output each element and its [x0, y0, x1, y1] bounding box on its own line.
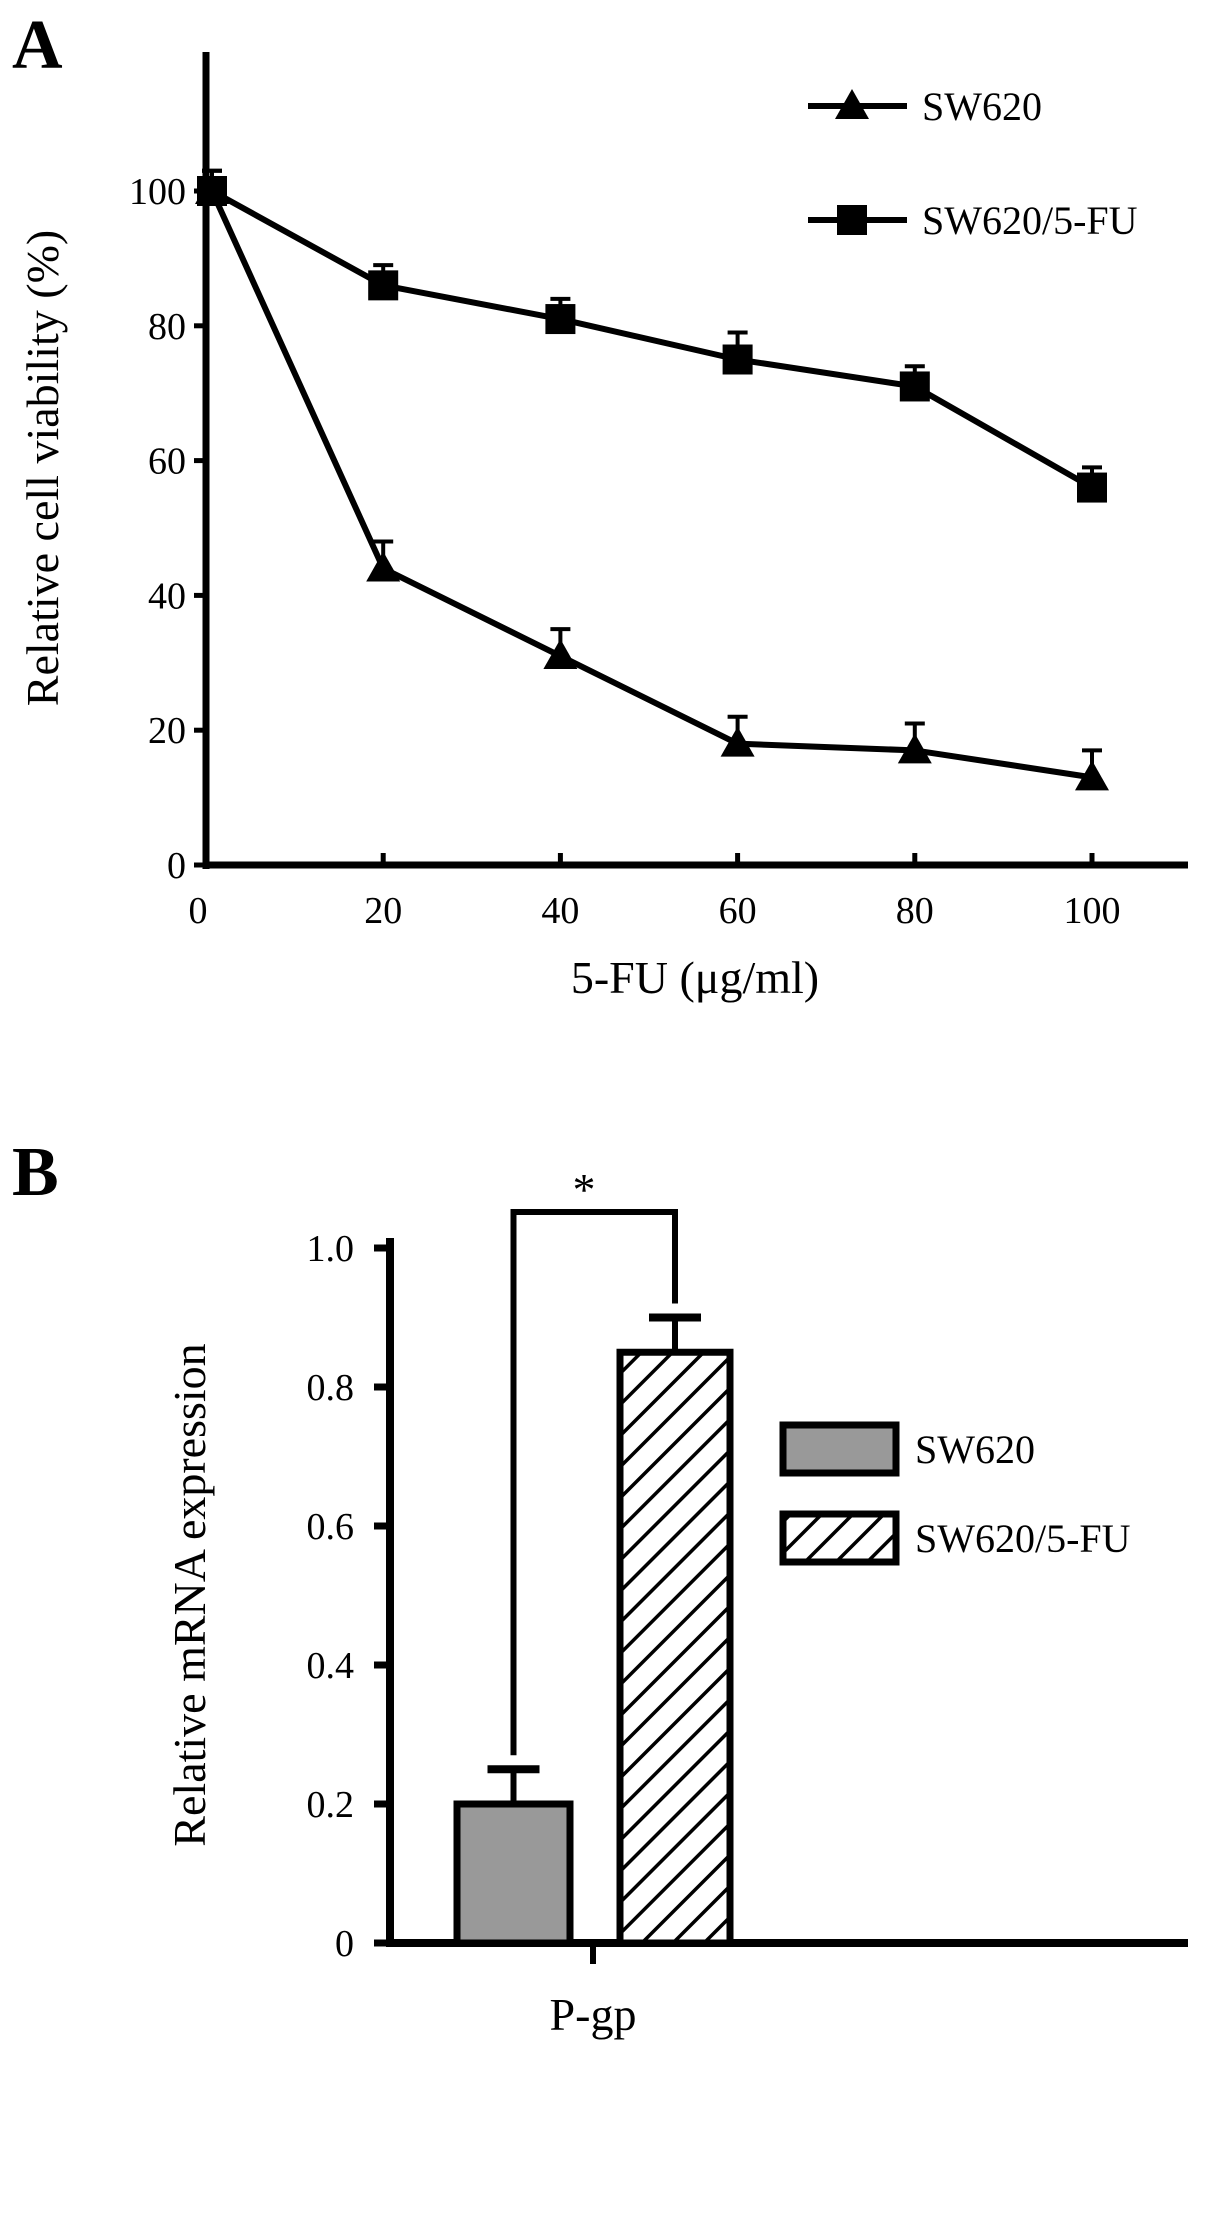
chart-a-viability: A Relative cell viability (%) 5-FU (μg/m… — [12, 7, 1188, 1003]
data-point — [1077, 472, 1107, 503]
y-axis-label-b: Relative mRNA expression — [164, 1343, 215, 1846]
legend-marker — [837, 205, 867, 235]
data-point — [543, 639, 578, 670]
panel-label-b: B — [12, 1134, 59, 1211]
data-point — [545, 304, 576, 335]
y-tick-label: 80 — [148, 306, 186, 348]
x-tick-label: 20 — [364, 890, 402, 932]
bar-sw620 — [453, 1800, 574, 1947]
x-tick-label: 100 — [1064, 890, 1121, 932]
y-tick-label: 0.4 — [307, 1645, 355, 1687]
x-tick-label: 60 — [719, 890, 757, 932]
legend-marker — [835, 89, 869, 119]
y-tick-label: 0 — [335, 1923, 354, 1965]
x-axis-label-a: 5-FU (μg/ml) — [571, 952, 819, 1003]
series-line-sw620-5-fu — [210, 188, 1094, 491]
category-label: P-gp — [550, 1989, 637, 2040]
y-tick-label: 60 — [148, 441, 186, 483]
y-tick-label: 0.8 — [307, 1367, 355, 1409]
y-tick-label: 100 — [129, 171, 186, 213]
chart-b-mrna: B Relative mRNA expression P-gp * 0 0.2 0.… — [12, 1134, 1188, 2040]
y-tick-label: 0.6 — [307, 1506, 355, 1548]
legend-swatch — [779, 1510, 900, 1566]
panel-label-a: A — [12, 7, 63, 84]
legend-label: SW620/5-FU — [922, 198, 1138, 243]
y-tick-label: 1.0 — [307, 1228, 355, 1270]
y-tick-label: 0 — [167, 845, 186, 887]
y-tick-label: 40 — [148, 575, 186, 617]
data-point — [1075, 760, 1109, 791]
legend-label: SW620/5-FU — [915, 1516, 1131, 1561]
data-point — [722, 344, 753, 375]
data-point — [899, 371, 930, 402]
data-point — [897, 733, 932, 764]
bar-sw620-5-fu — [616, 1348, 734, 1947]
series-line-sw620 — [209, 189, 1093, 781]
legend-swatch — [779, 1421, 900, 1477]
data-point — [368, 270, 399, 301]
significance-bracket — [510, 1209, 678, 1756]
x-tick-label: 80 — [896, 890, 934, 932]
data-point — [366, 551, 401, 582]
x-tick-label: 40 — [541, 890, 579, 932]
x-tick-label: 0 — [189, 890, 208, 932]
legend-label: SW620 — [922, 84, 1042, 129]
data-point — [197, 176, 227, 206]
significance-star: * — [573, 1164, 596, 1215]
y-axis-label-a: Relative cell viability (%) — [17, 230, 68, 706]
y-tick-label: 20 — [148, 710, 186, 752]
y-tick-label: 0.2 — [307, 1784, 355, 1826]
legend-label: SW620 — [915, 1427, 1035, 1472]
data-point — [720, 726, 755, 757]
